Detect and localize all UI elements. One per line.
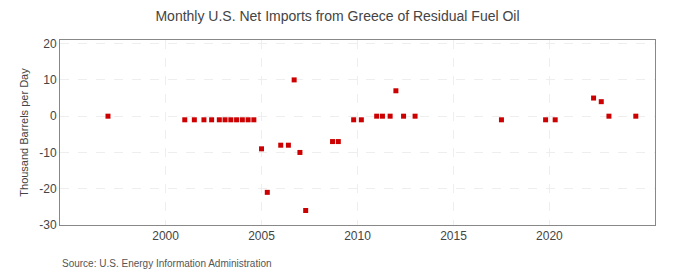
svg-text:Thousand Barrels per Day: Thousand Barrels per Day bbox=[18, 68, 30, 197]
svg-text:10: 10 bbox=[43, 73, 57, 87]
svg-text:-20: -20 bbox=[39, 182, 57, 196]
svg-text:2010: 2010 bbox=[344, 229, 371, 243]
svg-text:Source: U.S. Energy Informatio: Source: U.S. Energy Information Administ… bbox=[62, 258, 272, 269]
svg-text:-10: -10 bbox=[39, 146, 57, 160]
svg-text:2015: 2015 bbox=[440, 229, 467, 243]
svg-text:2000: 2000 bbox=[152, 229, 179, 243]
svg-text:2020: 2020 bbox=[536, 229, 563, 243]
svg-text:0: 0 bbox=[50, 109, 57, 123]
svg-text:Monthly U.S. Net Imports from: Monthly U.S. Net Imports from Greece of … bbox=[155, 8, 519, 24]
svg-text:2005: 2005 bbox=[248, 229, 275, 243]
svg-text:20: 20 bbox=[43, 37, 57, 51]
svg-text:-30: -30 bbox=[39, 218, 57, 232]
